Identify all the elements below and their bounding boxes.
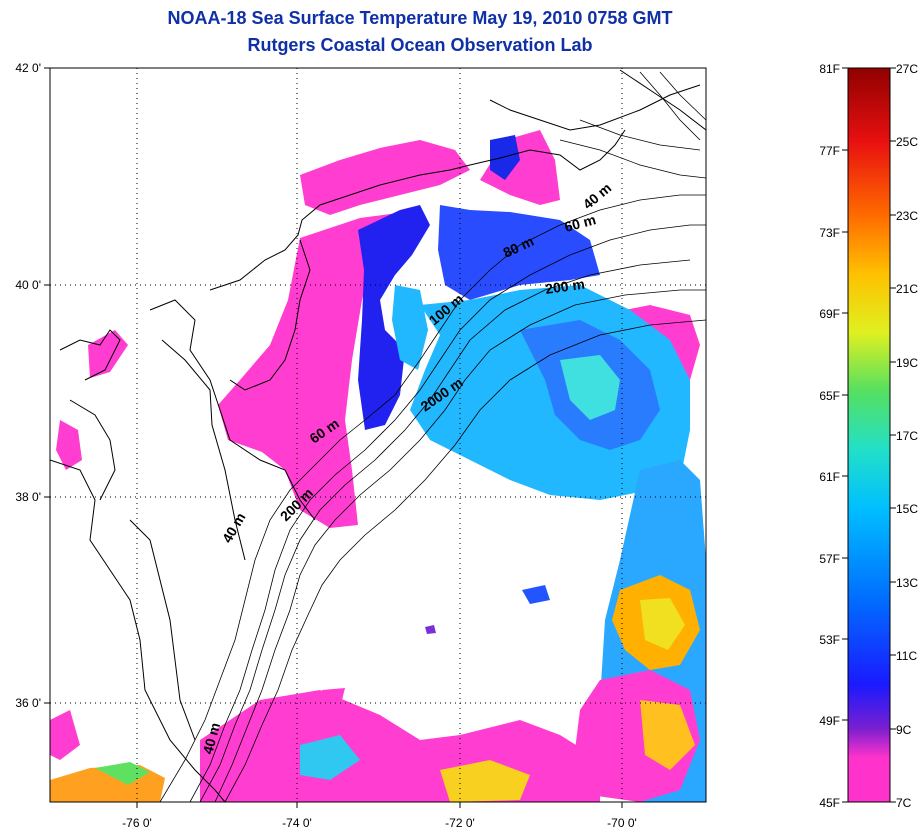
colorbar-c-label: 25C [896,135,918,149]
sst-patch-slope-inner [560,355,620,420]
sst-patch-blue-ne [490,135,520,180]
bathymetry-contours [159,71,706,802]
sst-patch-small1 [522,585,550,604]
colorbar-c-label: 9C [896,723,912,737]
sst-patch-sw-pink [50,710,80,760]
coastline-layer [50,69,706,802]
colorbar-ticks [842,67,896,803]
lat-tick-label: 38 0' [15,490,41,504]
colorbar-c-label: 7C [896,796,912,810]
lat-tick-label: 40 0' [15,278,41,292]
sst-data-layer [50,130,706,802]
colorbar-c-label: 23C [896,209,918,223]
colorbar-f-label: 65F [819,389,840,403]
colorbar-c-label: 15C [896,502,918,516]
colorbar-f-label: 57F [819,552,840,566]
sst-patch-south-cyan [300,735,360,780]
contour-label: 200 m [544,276,586,297]
colorbar-f-label: 69F [819,307,840,321]
lon-tick-label: -72 0' [445,816,475,830]
lon-tick-label: -76 0' [122,816,152,830]
colorbar-c-label: 13C [896,576,918,590]
colorbar-f-label: 45F [819,796,840,810]
sst-patch-small4 [322,688,345,702]
contour-label: 60 m [563,211,598,235]
colorbar-c-label: 27C [896,62,918,76]
colorbar-f-label: 53F [819,633,840,647]
colorbar-f-label: 81F [819,62,840,76]
colorbar-f-label: 61F [819,470,840,484]
map-title: NOAA-18 Sea Surface Temperature May 19, … [167,8,673,28]
contour-label: 40 m [199,721,223,756]
sst-patch-small3 [56,420,82,470]
sst-patch-sw-green [95,762,150,785]
lat-tick-label: 42 0' [15,61,41,75]
colorbar [847,67,891,803]
colorbar-f-label: 73F [819,226,840,240]
lon-tick-label: -70 0' [607,816,637,830]
sst-patch-cold-shelf [218,212,405,528]
lat-tick-label: 36 0' [15,696,41,710]
colorbar-f-label: 77F [819,144,840,158]
map-subtitle: Rutgers Coastal Ocean Observation Lab [247,35,593,55]
sst-patch-cold-bay [88,330,128,378]
colorbar-f-label: 49F [819,714,840,728]
sst-patch-small2 [425,625,436,634]
colorbar-c-label: 21C [896,282,918,296]
sst-patch-south-warm [440,760,530,802]
sst-patch-blue-li [438,205,600,300]
sst-patch-east-warm2 [640,598,685,650]
lon-tick-label: -74 0' [282,816,312,830]
sst-patch-blue-ny [358,205,430,430]
sst-patch-slope-left [392,285,428,370]
sst-patch-cold-north [300,140,470,215]
colorbar-c-label: 19C [896,356,918,370]
colorbar-c-label: 17C [896,429,918,443]
colorbar-c-label: 11C [896,649,917,663]
sst-patch-east-warm3 [640,700,695,770]
axis-ticks [44,67,623,808]
